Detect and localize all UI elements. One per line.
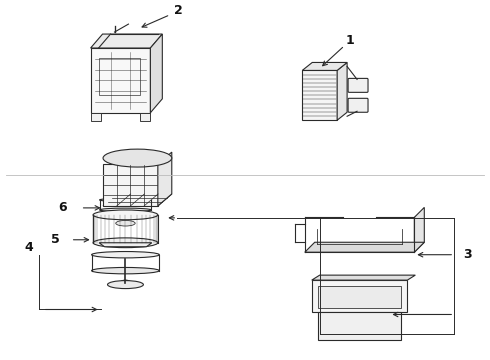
Ellipse shape — [107, 280, 144, 289]
Ellipse shape — [92, 252, 159, 258]
Polygon shape — [99, 243, 152, 247]
Polygon shape — [150, 34, 162, 113]
Text: 3: 3 — [463, 248, 471, 261]
Ellipse shape — [99, 198, 151, 202]
Text: 5: 5 — [51, 233, 60, 246]
Polygon shape — [103, 194, 172, 206]
Polygon shape — [305, 242, 424, 252]
Text: 6: 6 — [58, 201, 67, 215]
FancyBboxPatch shape — [348, 98, 368, 112]
Bar — [302, 71, 337, 120]
Bar — [91, 48, 150, 113]
Polygon shape — [415, 207, 424, 252]
Text: 1: 1 — [345, 34, 354, 47]
Ellipse shape — [93, 238, 158, 248]
Ellipse shape — [103, 149, 172, 167]
Polygon shape — [103, 164, 158, 206]
Bar — [318, 312, 401, 340]
Text: 4: 4 — [24, 241, 33, 254]
Ellipse shape — [99, 208, 151, 212]
Bar — [312, 280, 407, 312]
Ellipse shape — [93, 210, 158, 220]
Ellipse shape — [92, 267, 159, 274]
Polygon shape — [302, 62, 347, 71]
Ellipse shape — [116, 220, 135, 226]
Ellipse shape — [121, 280, 130, 285]
Bar — [141, 113, 150, 121]
Bar — [318, 286, 401, 308]
Polygon shape — [158, 152, 172, 206]
Polygon shape — [91, 34, 162, 48]
FancyBboxPatch shape — [348, 78, 368, 92]
Text: 2: 2 — [174, 4, 183, 17]
Polygon shape — [312, 275, 416, 280]
Bar — [98, 58, 141, 95]
Bar — [91, 113, 100, 121]
Polygon shape — [337, 62, 347, 120]
